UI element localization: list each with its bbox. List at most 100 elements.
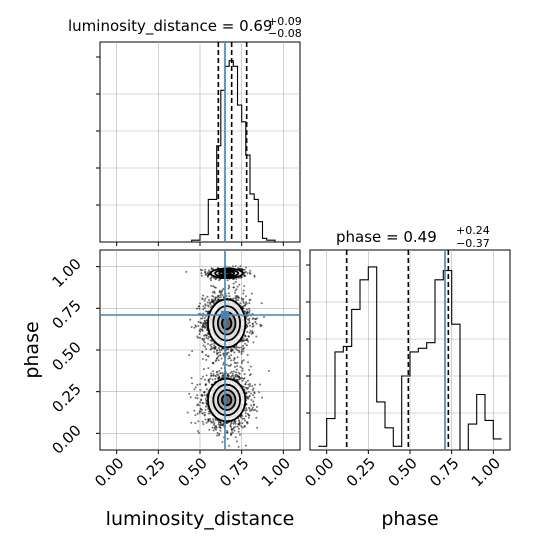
scatter-point <box>194 414 197 417</box>
scatter-point <box>245 381 248 383</box>
x-tick-label: 0.75 <box>426 454 462 490</box>
scatter-point <box>203 394 206 397</box>
scatter-point <box>240 362 243 364</box>
scatter-point <box>232 359 235 362</box>
scatter-point <box>206 420 209 423</box>
scatter-point <box>235 371 238 374</box>
scatter-point <box>238 283 241 286</box>
scatter-point <box>201 338 204 341</box>
scatter-point <box>241 417 244 420</box>
scatter-point <box>226 353 228 356</box>
scatter-point <box>243 285 246 287</box>
scatter-point <box>215 299 218 302</box>
scatter-point <box>233 429 236 432</box>
scatter-point <box>243 373 246 376</box>
scatter-point <box>210 347 213 350</box>
scatter-point <box>233 351 236 354</box>
x-tick-label: 0.75 <box>216 454 252 490</box>
scatter-point <box>213 346 215 349</box>
scatter-point <box>234 421 237 424</box>
scatter-point <box>210 284 213 287</box>
panel-c-ticks: 0.00 0.25 0.50 0.75 1.00 <box>301 264 504 490</box>
scatter-point <box>200 274 203 277</box>
scatter-point <box>199 330 202 333</box>
scatter-point <box>216 353 219 356</box>
scatter-point <box>211 300 214 303</box>
scatter-point <box>231 372 234 375</box>
scatter-point <box>208 428 211 431</box>
scatter-point <box>207 335 210 338</box>
phase-title-plus: +0.24 <box>456 224 490 237</box>
scatter-point <box>237 430 240 433</box>
scatter-point <box>244 335 247 337</box>
scatter-point <box>219 424 222 427</box>
scatter-point <box>203 411 206 414</box>
panel-a-grid <box>100 42 300 242</box>
y-tick-label: 0.25 <box>48 380 84 416</box>
scatter-point <box>230 370 233 373</box>
scatter-point <box>234 265 237 268</box>
scatter-point <box>222 363 225 366</box>
scatter-point <box>241 305 244 308</box>
scatter-point <box>236 295 239 298</box>
scatter-point <box>202 423 205 426</box>
phase-title-minus: −0.37 <box>456 237 490 250</box>
scatter-point <box>227 287 230 290</box>
luminosity-distance-histogram <box>116 60 292 242</box>
scatter-point <box>258 391 260 394</box>
scatter-point <box>251 331 254 334</box>
scatter-point <box>202 402 205 405</box>
panel-b-grid <box>100 250 300 450</box>
scatter-point <box>197 431 200 434</box>
scatter-point <box>246 388 249 391</box>
scatter-point <box>197 320 200 323</box>
scatter-point <box>206 301 209 304</box>
scatter-point <box>243 377 246 380</box>
scatter-point <box>234 425 237 428</box>
scatter-point <box>231 429 233 432</box>
scatter-point <box>230 359 232 362</box>
scatter-point <box>209 339 212 342</box>
scatter-point <box>247 383 250 386</box>
scatter-point <box>232 427 235 430</box>
scatter-point <box>242 337 245 340</box>
scatter-point <box>186 411 189 414</box>
scatter-point <box>245 421 248 424</box>
scatter-point <box>242 339 245 342</box>
scatter-point <box>190 326 193 328</box>
scatter-point <box>202 294 205 297</box>
scatter-point <box>204 304 207 307</box>
density-contour <box>221 393 233 407</box>
scatter-point <box>213 351 216 353</box>
scatter-point <box>207 337 210 340</box>
scatter-point <box>235 277 238 280</box>
scatter-point <box>198 307 201 310</box>
scatter-point <box>204 378 206 381</box>
x-tick-label: 0.25 <box>133 454 169 490</box>
scatter-point <box>189 396 192 399</box>
x-tick-label: 1.00 <box>468 454 504 490</box>
scatter-point <box>243 425 246 428</box>
scatter-point <box>214 286 217 289</box>
scatter-point <box>214 418 217 421</box>
luminosity-distance-title-minus: −0.08 <box>268 27 302 40</box>
luminosity-distance-title: luminosity_distance = 0.69 <box>68 17 272 36</box>
scatter-point <box>207 367 210 370</box>
scatter-point <box>238 375 241 378</box>
scatter-point <box>197 420 200 423</box>
scatter-point <box>241 360 244 363</box>
scatter-point <box>198 305 201 308</box>
scatter-point <box>230 433 233 436</box>
scatter-point <box>196 394 199 397</box>
y-tick-label: 1.00 <box>48 255 84 291</box>
scatter-point <box>208 269 210 272</box>
scatter-point <box>201 269 203 272</box>
scatter-point <box>247 322 250 325</box>
scatter-point <box>221 294 224 296</box>
scatter-point <box>201 358 204 360</box>
scatter-point <box>245 266 247 269</box>
scatter-point <box>212 373 215 376</box>
scatter-point <box>226 437 229 440</box>
scatter-point <box>236 285 239 288</box>
scatter-point <box>193 326 196 329</box>
